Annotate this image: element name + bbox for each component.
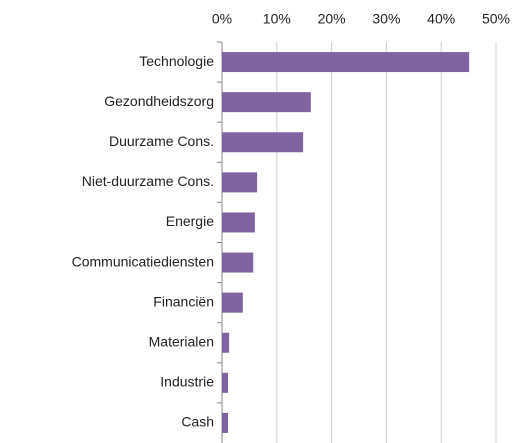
x-tick-label: 50% xyxy=(482,11,510,27)
y-tick-label: Technologie xyxy=(139,53,214,69)
bar xyxy=(222,212,255,233)
y-tick-label: Industrie xyxy=(160,374,214,390)
bar xyxy=(222,252,254,273)
y-tick-label: Financiën xyxy=(153,293,214,309)
x-tick-label: 10% xyxy=(263,11,291,27)
bar xyxy=(222,332,230,353)
bar xyxy=(222,92,311,113)
bar xyxy=(222,292,243,313)
x-tick-label: 30% xyxy=(372,11,400,27)
y-tick-label: Energie xyxy=(166,213,214,229)
bar xyxy=(222,172,258,193)
y-tick-label: Materialen xyxy=(149,333,214,349)
x-tick-label: 40% xyxy=(427,11,455,27)
x-tick-label: 20% xyxy=(318,11,346,27)
bar xyxy=(222,372,229,393)
y-tick-label: Gezondheidszorg xyxy=(104,93,214,109)
x-tick-label: 0% xyxy=(212,11,232,27)
y-tick-label: Cash xyxy=(181,414,214,430)
y-tick-label: Communicatiediensten xyxy=(72,253,214,269)
bar xyxy=(222,52,470,73)
y-tick-label: Duurzame Cons. xyxy=(109,133,214,149)
bar xyxy=(222,412,229,433)
bar xyxy=(222,132,304,153)
y-tick-label: Niet-duurzame Cons. xyxy=(82,173,214,189)
